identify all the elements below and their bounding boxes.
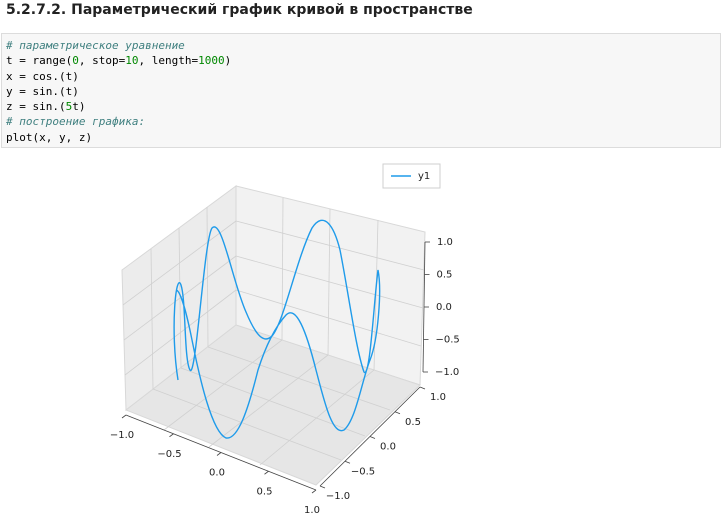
code-token: # параметрическое уравнение <box>6 39 185 52</box>
curve <box>173 219 381 439</box>
code-token: x = cos.(t) <box>6 69 79 83</box>
code-token: t = range( <box>6 54 73 68</box>
y-tick-label: −0.5 <box>351 466 375 477</box>
x-tick-label: 0.5 <box>257 486 273 497</box>
code-token: z = sin.( <box>6 100 66 114</box>
heading: 5.2.7.2. Параметрический график кривой в… <box>6 2 473 18</box>
code-token: 1000 <box>198 54 225 68</box>
grid-line <box>123 255 237 341</box>
code-token: 10 <box>125 54 139 68</box>
z-tick-label: 0.5 <box>437 270 453 281</box>
y-tick-label: 0.0 <box>380 442 396 453</box>
tick-mark <box>419 386 426 390</box>
tick-mark <box>344 460 351 464</box>
legend: y1 <box>382 163 441 189</box>
legend-label: y1 <box>418 171 430 182</box>
y-tick-label: 1.0 <box>430 392 446 403</box>
tick-mark <box>311 489 317 494</box>
grid-line <box>235 289 422 347</box>
code-line: # построение графика: <box>6 114 720 129</box>
z-tick-label: 0.0 <box>436 302 452 313</box>
code-token: y = sin.(t) <box>6 84 79 98</box>
code-token: 0 <box>72 54 79 68</box>
code-token: # построение графика: <box>6 115 146 129</box>
code-token: t) <box>72 100 86 114</box>
x-tick-label: −0.5 <box>157 449 181 460</box>
plot-area: y1 −1.0 −0.5 0.0 0.5 1.0 −1.0 −0.5 0.0 0.5 1.0 −1.… <box>110 163 460 516</box>
code-line: y = sin.(t) <box>6 84 720 99</box>
code-line: plot(x, y, z) <box>6 130 720 145</box>
plot: y1 −1.0 −0.5 0.0 0.5 1.0 −1.0 −0.5 0.0 0.5 1.0 −1.… <box>110 163 460 516</box>
grid-line <box>207 346 391 411</box>
tick-mark <box>216 452 222 456</box>
tick-mark <box>369 436 376 439</box>
code-token: plot(x, y, z) <box>6 130 93 144</box>
code-token: , length= <box>138 54 199 68</box>
grid-line <box>208 354 329 448</box>
z-tick-label: 1.0 <box>437 237 453 248</box>
y-tick-label: 0.5 <box>405 417 421 428</box>
grid-line <box>163 339 283 431</box>
grid-line <box>259 369 375 466</box>
grid-line <box>235 220 425 271</box>
code-token: , stop= <box>78 54 126 68</box>
code-token: 5 <box>65 100 73 114</box>
code-line: x = cos.(t) <box>6 69 720 84</box>
tick-mark <box>319 485 326 489</box>
y-tick-label: −1.0 <box>326 491 350 502</box>
x-tick-label: 1.0 <box>304 505 320 516</box>
code-line: z = sin.(5t) <box>6 99 720 114</box>
code-line: t = range(0, stop=10, length=1000) <box>6 53 720 68</box>
grid-line <box>152 388 342 461</box>
code-cell: # параметрическое уравнение t = range(0,… <box>1 33 721 148</box>
code-line: # параметрическое уравнение <box>6 38 720 53</box>
z-tick-label: −1.0 <box>435 367 459 378</box>
z-tick-label: −0.5 <box>436 335 460 346</box>
tick-mark <box>394 411 401 415</box>
x-tick-label: −1.0 <box>110 430 134 441</box>
grid-line <box>235 255 424 309</box>
tick-mark <box>121 414 127 419</box>
x-tick-label: 0.0 <box>209 468 225 479</box>
tick-mark <box>264 470 269 475</box>
tick-mark <box>169 433 174 438</box>
code-token: ) <box>224 54 232 68</box>
grid-line <box>122 220 237 306</box>
pane-floor <box>124 324 421 486</box>
grid-line <box>124 289 237 376</box>
